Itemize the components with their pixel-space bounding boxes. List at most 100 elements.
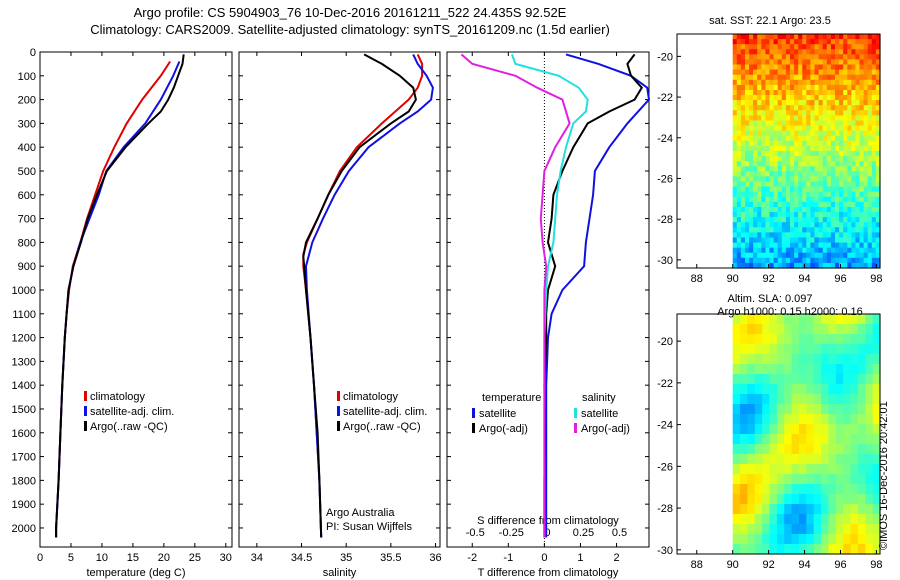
y-tick-label: 1100 (12, 309, 36, 321)
heat-cell (740, 59, 746, 66)
heat-cell (806, 504, 815, 515)
heat-cell (826, 74, 832, 81)
heat-cell (855, 90, 861, 96)
heat-cell (745, 49, 750, 55)
heat-cell (798, 44, 803, 50)
heat-cell (851, 135, 857, 142)
heat-cell (875, 171, 881, 177)
heat-cell (785, 176, 791, 183)
heat-cell (753, 176, 758, 183)
heat-cell (850, 544, 859, 555)
heat-cell (794, 115, 799, 122)
heat-cell (843, 247, 848, 254)
heat-cell (875, 54, 881, 60)
heat-cell (859, 130, 865, 137)
heat-cell (753, 44, 758, 50)
heat-cell (777, 171, 783, 177)
heat-cell (855, 120, 861, 127)
heat-cell (867, 90, 873, 96)
heat-cell (753, 242, 758, 249)
heat-cell (850, 334, 859, 345)
heat-cell (769, 207, 775, 213)
heat-cell (802, 176, 807, 183)
heat-cell (761, 110, 766, 116)
heat-cell (828, 334, 837, 345)
heat-cell (773, 49, 779, 55)
heat-cell (753, 90, 758, 96)
heat-cell (814, 69, 820, 76)
heat-cell (776, 484, 785, 495)
heat-cell (828, 514, 837, 525)
heat-cell (781, 79, 787, 86)
heat-cell (813, 424, 822, 435)
legend-title: salinity (582, 392, 616, 404)
heat-cell (806, 115, 811, 122)
heat-cell (765, 257, 771, 264)
heat-cell (855, 222, 861, 228)
heat-cell (753, 95, 758, 101)
heat-cell (867, 186, 873, 193)
heat-cell (875, 59, 881, 66)
heat-cell (732, 434, 741, 445)
heat-cell (872, 524, 881, 535)
heat-cell (850, 464, 859, 475)
heat-cell (790, 191, 795, 198)
heat-cell (810, 49, 816, 55)
heat-cell (784, 534, 793, 545)
heat-cell (732, 49, 738, 55)
heat-cell (806, 166, 811, 172)
heat-cell (761, 145, 766, 152)
legend-title: temperature (482, 392, 541, 404)
heat-cell (806, 201, 811, 208)
heat-cell (769, 176, 775, 183)
x-tick-label: 90 (727, 273, 739, 285)
heat-cell (828, 324, 837, 335)
heat-cell (769, 444, 778, 455)
heat-cell (773, 145, 779, 152)
heat-cell (875, 252, 881, 259)
legend-swatch (574, 423, 577, 433)
heat-cell (830, 69, 836, 76)
heat-cell (843, 252, 848, 259)
heat-cell (777, 257, 783, 264)
heat-cell (747, 454, 756, 465)
heat-cell (761, 191, 766, 198)
heat-cell (814, 135, 820, 142)
heat-cell (736, 242, 742, 249)
y-tick-label: 500 (18, 166, 36, 178)
heat-cell (810, 237, 816, 244)
heat-cell (753, 115, 758, 122)
heat-cell (749, 100, 754, 106)
map-title: Altim. SLA: 0.097 (728, 293, 813, 305)
heat-cell (745, 191, 750, 198)
heat-cell (732, 464, 741, 475)
heat-cell (791, 454, 800, 465)
heat-cell (757, 181, 762, 188)
heat-cell (810, 100, 816, 106)
heat-cell (785, 140, 791, 147)
heat-cell (799, 414, 807, 425)
heat-cell (806, 232, 811, 239)
heat-cell (769, 110, 775, 116)
heat-cell (765, 262, 771, 269)
heat-cell (872, 454, 881, 465)
heat-cell (847, 74, 852, 81)
heat-cell (732, 384, 741, 395)
heat-cell (826, 222, 832, 228)
heat-cell (818, 166, 824, 172)
heat-cell (765, 39, 771, 45)
heat-cell (830, 90, 836, 96)
heat-cell (776, 414, 785, 425)
heat-cell (863, 227, 869, 233)
heat-cell (732, 39, 738, 45)
heat-cell (865, 384, 874, 395)
y-tick-label: 1200 (12, 333, 36, 345)
heat-cell (784, 324, 793, 335)
heat-cell (785, 64, 791, 71)
heat-cell (749, 34, 754, 40)
heat-cell (818, 262, 824, 269)
heat-cell (732, 191, 738, 198)
heat-cell (802, 227, 807, 233)
heat-cell (839, 227, 844, 233)
heat-cell (785, 237, 791, 244)
